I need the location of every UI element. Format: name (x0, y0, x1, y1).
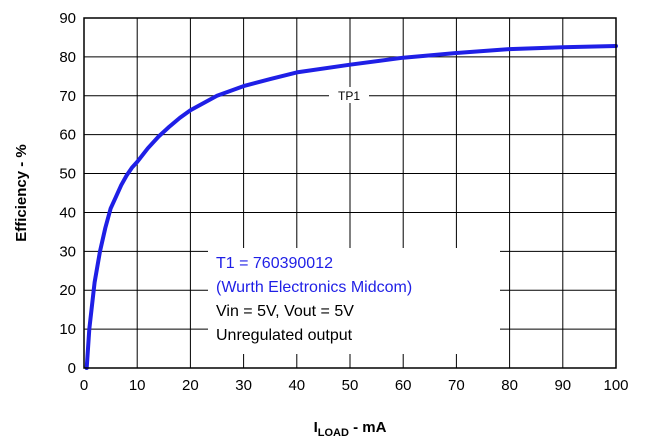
annotation-text: T1 = 760390012 (Wurth Electronics Midcom)… (216, 255, 412, 344)
y-tick-label: 30 (59, 243, 76, 260)
y-tick-label: 0 (68, 360, 76, 377)
y-tick-label: 40 (59, 204, 76, 221)
y-tick-label: 80 (59, 49, 76, 66)
x-tick-label: 30 (235, 377, 252, 394)
x-tick-label: 40 (288, 377, 305, 394)
annotation-line: (Wurth Electronics Midcom) (216, 279, 412, 296)
x-axis-title-rest: - mA (349, 419, 387, 436)
x-tick-label: 20 (182, 377, 199, 394)
y-tick-label: 20 (59, 282, 76, 299)
series-label-bg (329, 87, 369, 103)
annotation-line: Unregulated output (216, 327, 353, 344)
x-tick-label: 80 (501, 377, 518, 394)
x-tick-label: 90 (554, 377, 571, 394)
annotation-box (208, 248, 500, 354)
y-tick-label: 70 (59, 88, 76, 105)
y-tick-labels: 0 10 20 30 40 50 60 70 80 90 (59, 10, 76, 377)
x-tick-label: 60 (395, 377, 412, 394)
x-axis-title-sub: LOAD (318, 427, 349, 439)
y-tick-label: 60 (59, 127, 76, 144)
x-axis-title-main: I (314, 419, 318, 436)
series-label: TP1 (338, 89, 360, 103)
x-tick-label: 100 (603, 377, 628, 394)
x-tick-label: 70 (448, 377, 465, 394)
x-tick-labels: 0 10 20 30 40 50 60 70 80 90 100 (80, 377, 629, 394)
x-axis-title: ILOAD - mA (314, 419, 387, 439)
annotation-line: T1 = 760390012 (216, 255, 333, 272)
y-tick-label: 90 (59, 10, 76, 27)
x-tick-label: 50 (342, 377, 359, 394)
plot-frame (83, 17, 617, 369)
y-tick-label: 50 (59, 166, 76, 183)
x-tick-label: 10 (129, 377, 146, 394)
y-tick-label: 10 (59, 321, 76, 338)
y-axis-title: Efficiency - % (13, 144, 30, 242)
series-line-tp1 (84, 44, 618, 370)
annotation-line: Vin = 5V, Vout = 5V (216, 303, 354, 320)
x-tick-label: 0 (80, 377, 88, 394)
